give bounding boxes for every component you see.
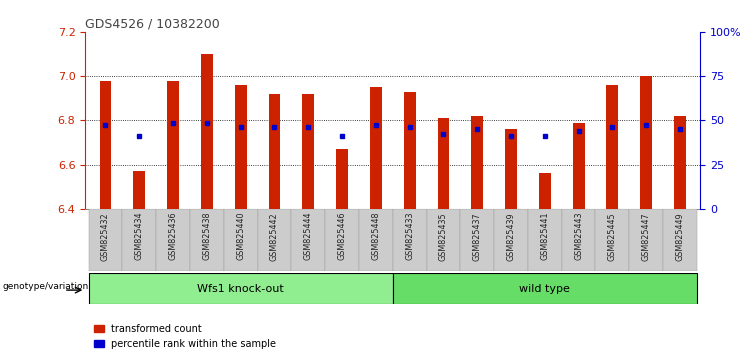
Text: GSM825444: GSM825444: [304, 212, 313, 261]
Bar: [494, 209, 528, 271]
Bar: [359, 209, 393, 271]
Text: GSM825449: GSM825449: [676, 212, 685, 261]
Text: Wfs1 knock-out: Wfs1 knock-out: [197, 284, 284, 293]
Bar: [573, 122, 585, 209]
Text: GSM825438: GSM825438: [202, 212, 211, 261]
Text: GSM825433: GSM825433: [405, 212, 414, 261]
Bar: [393, 209, 427, 271]
Bar: [393, 273, 697, 304]
Text: GSM825442: GSM825442: [270, 212, 279, 261]
Bar: [663, 209, 697, 271]
Text: GSM825432: GSM825432: [101, 212, 110, 261]
Text: genotype/variation: genotype/variation: [2, 282, 89, 291]
Text: GSM825443: GSM825443: [574, 212, 583, 261]
Bar: [404, 92, 416, 209]
Text: GSM825439: GSM825439: [507, 212, 516, 261]
Bar: [370, 87, 382, 209]
Bar: [291, 209, 325, 271]
Bar: [674, 116, 686, 209]
Text: GSM825446: GSM825446: [338, 212, 347, 261]
Text: GSM825447: GSM825447: [642, 212, 651, 261]
Bar: [201, 54, 213, 209]
Bar: [460, 209, 494, 271]
Bar: [640, 76, 652, 209]
Bar: [437, 118, 449, 209]
Bar: [258, 209, 291, 271]
Bar: [224, 209, 258, 271]
Bar: [268, 94, 280, 209]
Bar: [89, 273, 393, 304]
Text: GSM825448: GSM825448: [371, 212, 380, 261]
Bar: [539, 173, 551, 209]
Bar: [629, 209, 663, 271]
Bar: [528, 209, 562, 271]
Text: GDS4526 / 10382200: GDS4526 / 10382200: [85, 18, 220, 31]
Text: wild type: wild type: [519, 284, 571, 293]
Bar: [505, 129, 517, 209]
Bar: [471, 116, 483, 209]
Bar: [325, 209, 359, 271]
Bar: [596, 209, 629, 271]
Bar: [562, 209, 596, 271]
Text: GSM825434: GSM825434: [135, 212, 144, 261]
Text: GSM825440: GSM825440: [236, 212, 245, 261]
Bar: [167, 80, 179, 209]
Text: GSM825445: GSM825445: [608, 212, 617, 261]
Bar: [606, 85, 618, 209]
Text: GSM825436: GSM825436: [168, 212, 178, 261]
Bar: [156, 209, 190, 271]
Text: GSM825441: GSM825441: [540, 212, 549, 261]
Bar: [122, 209, 156, 271]
Bar: [336, 149, 348, 209]
Bar: [133, 171, 145, 209]
Text: GSM825435: GSM825435: [439, 212, 448, 261]
Bar: [235, 85, 247, 209]
Text: GSM825437: GSM825437: [473, 212, 482, 261]
Bar: [427, 209, 460, 271]
Bar: [190, 209, 224, 271]
Legend: transformed count, percentile rank within the sample: transformed count, percentile rank withi…: [90, 320, 280, 353]
Bar: [302, 94, 314, 209]
Bar: [99, 80, 111, 209]
Bar: [89, 209, 122, 271]
